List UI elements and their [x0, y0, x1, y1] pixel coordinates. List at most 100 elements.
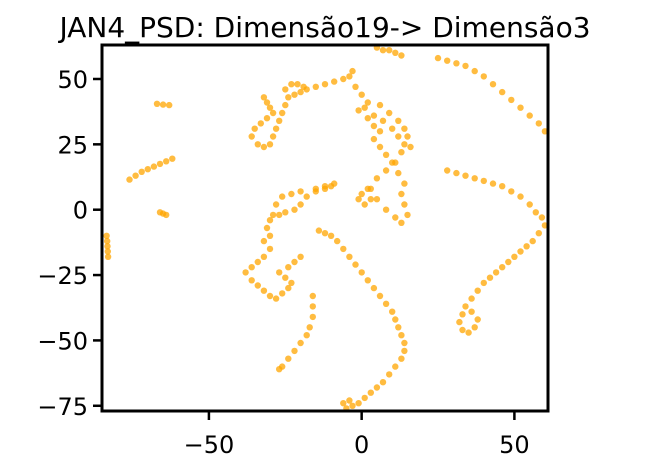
data-point [303, 332, 310, 339]
data-point [376, 128, 384, 135]
data-point [132, 172, 139, 179]
data-point [499, 183, 506, 190]
data-point [294, 81, 301, 88]
data-point [159, 101, 167, 108]
data-point [395, 169, 402, 177]
data-point [367, 389, 374, 396]
data-point [358, 190, 365, 198]
data-point [269, 109, 277, 117]
data-point [272, 295, 280, 302]
data-point [392, 316, 399, 323]
data-point [401, 201, 408, 208]
data-point [361, 201, 368, 208]
data-point [263, 115, 271, 122]
data-point [379, 47, 387, 54]
data-point [361, 104, 368, 111]
data-point [254, 282, 261, 289]
data-point [398, 52, 405, 59]
data-point [266, 292, 274, 300]
data-point [282, 274, 289, 281]
data-point [312, 83, 319, 91]
data-point [444, 167, 451, 174]
data-point [126, 176, 133, 183]
data-point [471, 67, 478, 75]
data-point [474, 316, 481, 323]
data-point [499, 88, 506, 96]
data-point [373, 196, 381, 203]
data-point [395, 117, 402, 125]
data-point [361, 394, 368, 402]
data-point [511, 253, 518, 260]
data-point [538, 214, 546, 221]
data-point [279, 109, 286, 117]
data-point [492, 269, 500, 276]
y-tick-label: 25 [57, 131, 88, 159]
data-point [398, 190, 405, 198]
data-point [355, 107, 362, 114]
data-point [303, 193, 310, 200]
data-point [266, 217, 274, 224]
data-point [386, 109, 393, 117]
data-point [456, 318, 463, 326]
data-point [104, 248, 112, 255]
data-point [474, 287, 481, 294]
data-point [370, 135, 378, 143]
data-point [370, 112, 378, 119]
data-point [370, 122, 378, 130]
data-point [315, 227, 323, 234]
data-point [276, 117, 283, 125]
data-point [260, 253, 268, 260]
data-point [349, 67, 356, 75]
data-point [386, 47, 393, 54]
data-point [382, 206, 390, 213]
data-point [276, 211, 283, 219]
data-point [382, 167, 390, 174]
data-point [407, 143, 414, 151]
data-point [349, 402, 356, 409]
data-point [370, 284, 378, 292]
data-point [297, 253, 304, 260]
data-point [364, 185, 371, 192]
data-point [104, 253, 112, 260]
data-point [276, 269, 283, 276]
data-point [309, 313, 316, 321]
data-point [260, 94, 268, 101]
data-point [104, 243, 111, 250]
data-point [104, 237, 111, 245]
data-point [444, 57, 451, 64]
data-point [389, 308, 396, 315]
data-point [346, 253, 353, 260]
data-point [150, 163, 158, 170]
y-tick-label: −50 [37, 327, 88, 355]
data-point [309, 303, 316, 310]
data-point [401, 180, 408, 187]
data-point [392, 363, 399, 370]
data-point [480, 73, 487, 80]
data-point [382, 300, 390, 307]
data-point [379, 117, 387, 125]
data-point [471, 324, 478, 331]
data-point [260, 237, 268, 245]
data-point [166, 101, 173, 109]
data-point [376, 143, 384, 151]
data-point [462, 172, 469, 179]
y-tick-label: −75 [37, 393, 88, 421]
data-point [508, 188, 515, 195]
data-point [462, 303, 469, 310]
data-point [163, 211, 170, 219]
data-point [480, 177, 487, 185]
data-point [242, 269, 249, 276]
data-point [376, 101, 384, 109]
data-point [263, 99, 271, 106]
data-point [291, 91, 298, 98]
data-point [352, 83, 359, 91]
data-point [266, 245, 274, 253]
data-point [517, 193, 524, 200]
data-point [340, 75, 347, 83]
data-point [340, 245, 347, 253]
data-point [272, 201, 280, 208]
data-point [367, 196, 374, 203]
data-point [269, 133, 277, 140]
data-point [434, 54, 442, 62]
